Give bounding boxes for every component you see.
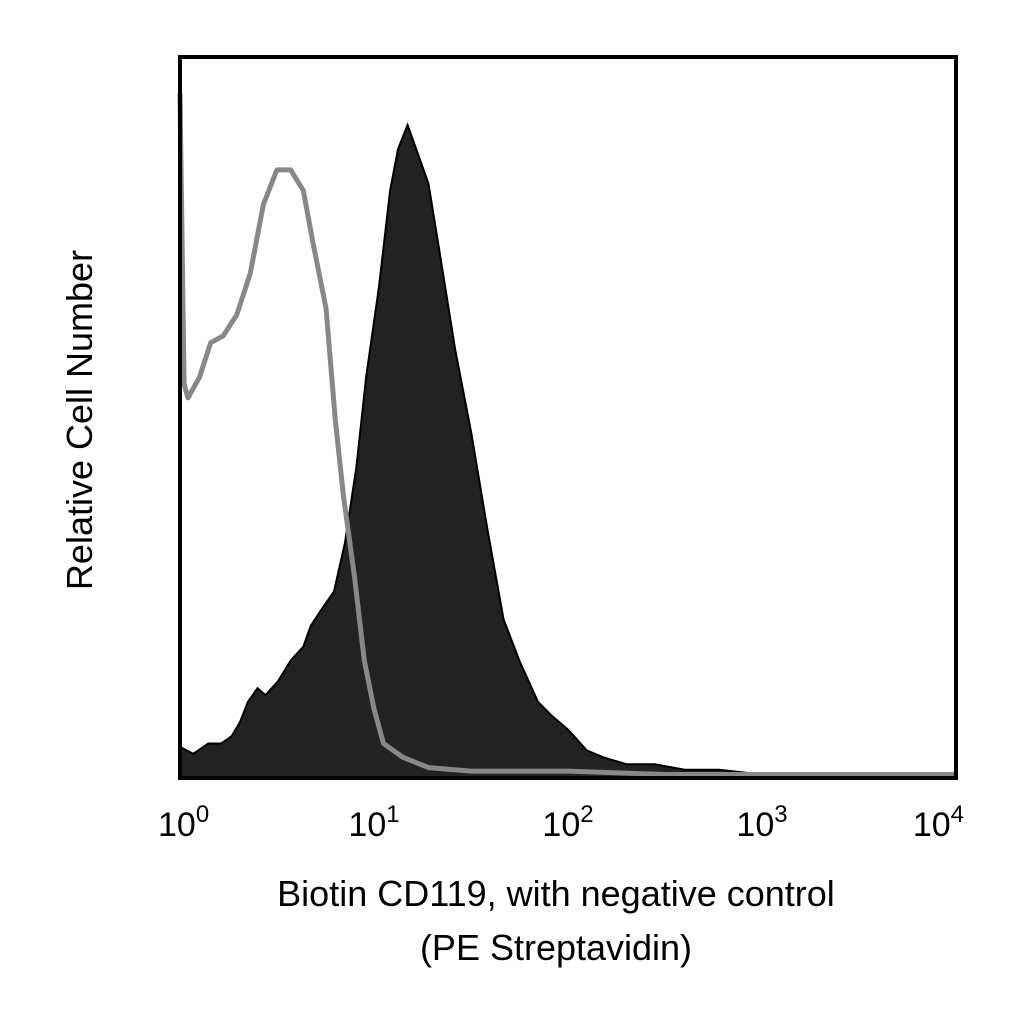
- x-tick-label: 102: [542, 801, 593, 844]
- x-axis-title-line2: (PE Streptavidin): [420, 927, 692, 968]
- plot-area: [177, 93, 956, 779]
- x-tick-label: 100: [158, 801, 209, 844]
- negative-control-histogram: [177, 93, 956, 777]
- x-tick-label: 103: [736, 801, 787, 844]
- stained-histogram: [179, 122, 956, 779]
- x-tick-labels: 100 101 102 103 104: [158, 801, 964, 844]
- plot-frame: [178, 55, 958, 780]
- x-axis-title: Biotin CD119, with negative control: [277, 873, 835, 914]
- x-tick-label: 104: [913, 801, 964, 844]
- x-tick-label: 101: [348, 801, 399, 844]
- y-axis-title: Relative Cell Number: [59, 250, 100, 590]
